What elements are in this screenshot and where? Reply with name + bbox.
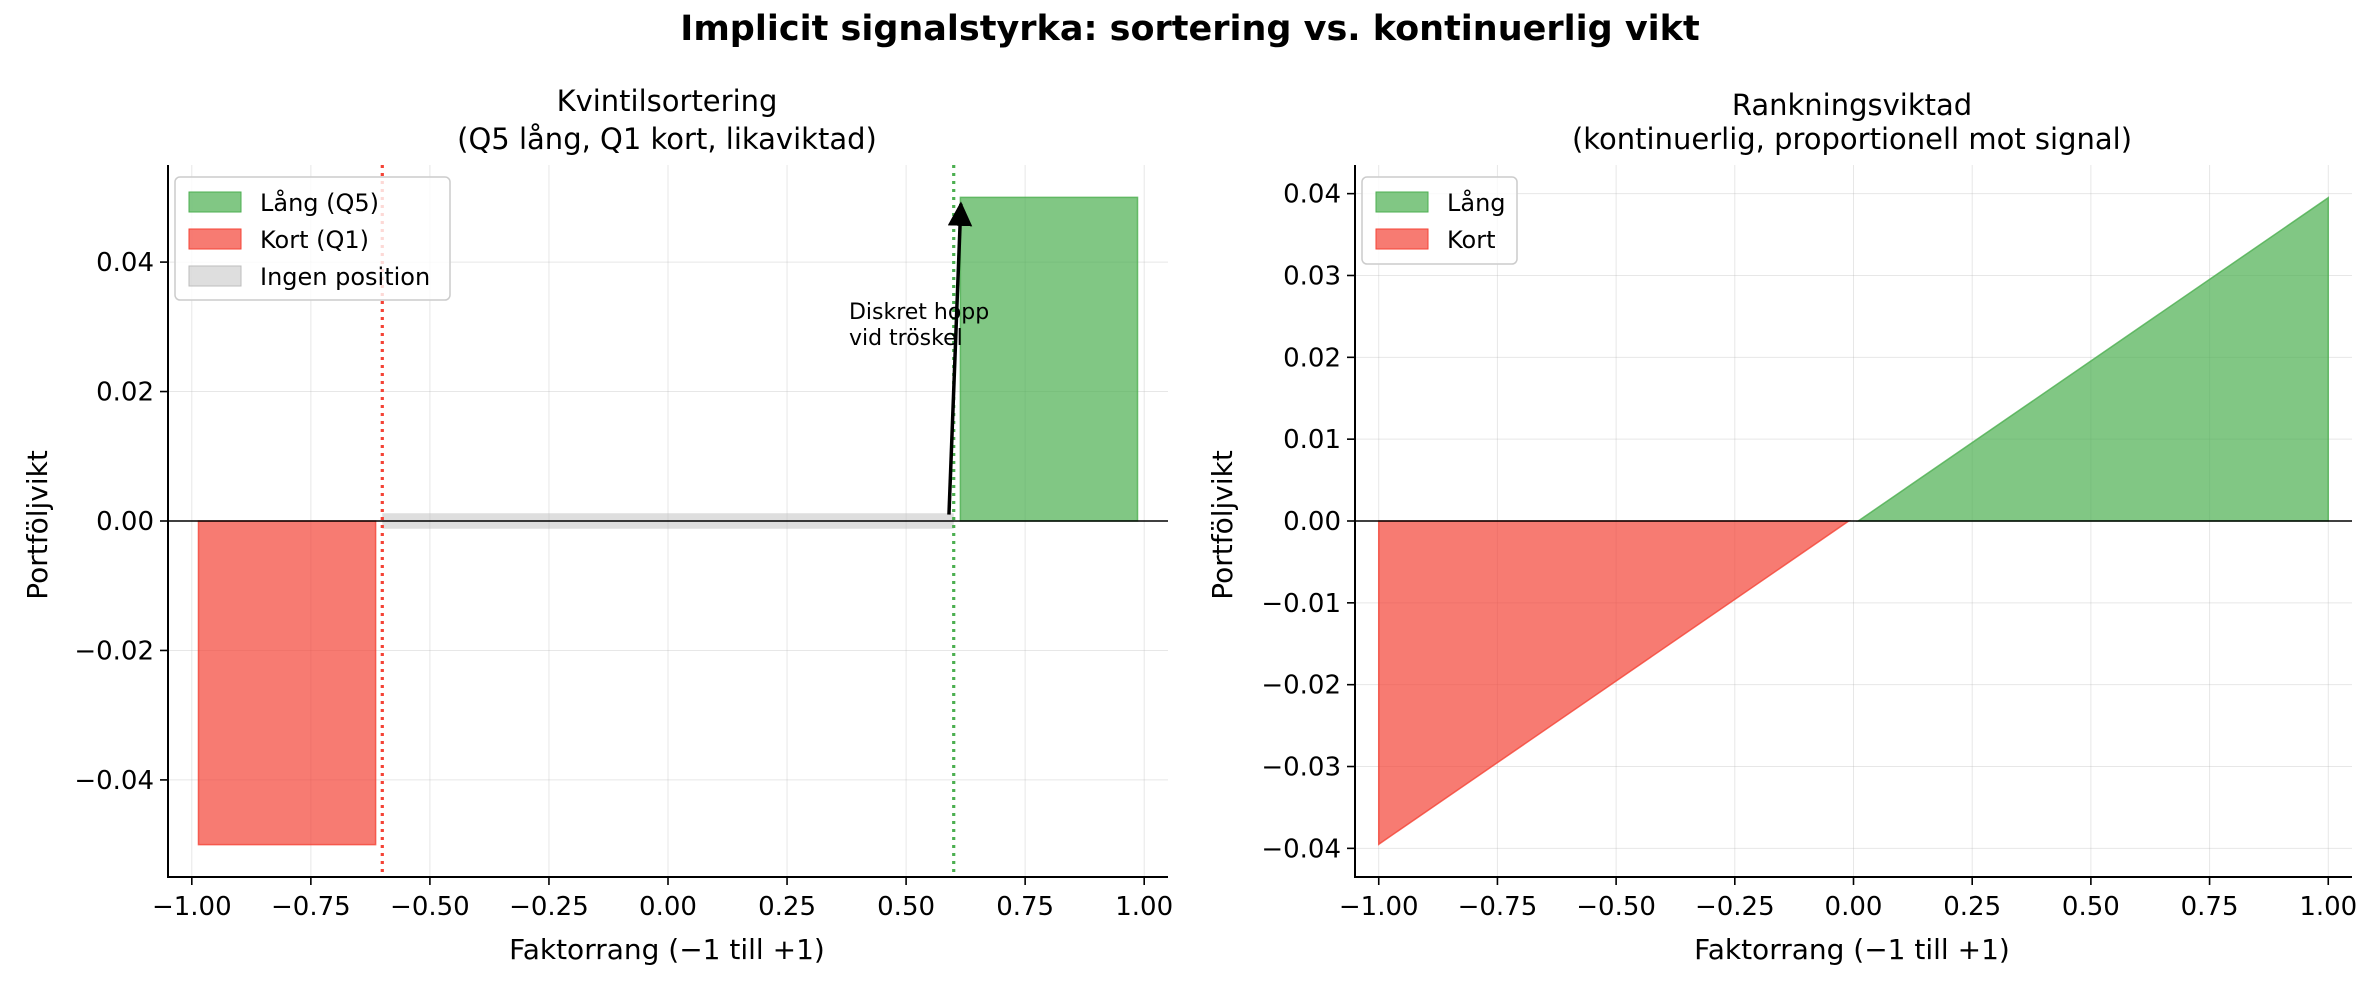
x-axis-label: Faktorrang (−1 till +1) xyxy=(1694,933,2010,966)
x-tick-label: −0.25 xyxy=(509,892,589,922)
x-tick-label: −0.75 xyxy=(1458,892,1538,922)
x-tick-label: 0.00 xyxy=(639,892,697,922)
y-tick-label: −0.03 xyxy=(1261,753,1341,783)
legend-swatch-short xyxy=(188,228,242,250)
bar-short-q1 xyxy=(197,520,377,846)
plot-marks xyxy=(1355,196,2352,846)
x-tick-label: 0.50 xyxy=(2062,892,2120,922)
x-tick-label: 1.00 xyxy=(2299,892,2357,922)
legend-label-long: Lång (Q5) xyxy=(260,188,379,217)
tick-labels: −1.00 −0.75 −0.50 −0.25 0.00 0.25 0.50 0.75 1.00… xyxy=(74,248,1173,922)
y-tick-label: −0.04 xyxy=(1261,834,1341,864)
y-tick-label: 0.04 xyxy=(1283,180,1341,210)
y-tick-label: −0.04 xyxy=(74,766,154,796)
annotation-line1: Diskret hopp xyxy=(849,300,989,325)
x-tick-label: 0.50 xyxy=(877,892,935,922)
legend-swatch-long xyxy=(188,191,242,213)
panel-title-line2: (kontinuerlig, proportionell mot signal) xyxy=(1572,122,2132,156)
x-tick-label: −1.00 xyxy=(152,892,232,922)
legend-label-short: Kort (Q1) xyxy=(260,226,369,254)
x-tick-label: 1.00 xyxy=(1115,892,1173,922)
y-tick-label: −0.02 xyxy=(74,636,154,666)
y-tick-label: −0.01 xyxy=(1261,589,1341,619)
bar-long-q5 xyxy=(959,196,1139,522)
figure-title: Implicit signalstyrka: sortering vs. kon… xyxy=(680,9,1699,49)
x-tick-label: −0.75 xyxy=(271,892,351,922)
y-tick-label: 0.02 xyxy=(1283,343,1341,373)
y-tick-label: 0.00 xyxy=(96,507,154,537)
legend-swatch-long xyxy=(1375,191,1429,213)
x-tick-label: 0.75 xyxy=(2181,892,2239,922)
x-tick-label: 0.00 xyxy=(1825,892,1883,922)
legend-swatch-none xyxy=(188,265,242,287)
rank-weighted-panel: Rankningsviktad (kontinuerlig, proportio… xyxy=(1206,88,2357,966)
x-tick-label: −1.00 xyxy=(1339,892,1419,922)
x-tick-label: 0.25 xyxy=(1943,892,2001,922)
legend-label-none: Ingen position xyxy=(260,263,430,291)
x-tick-label: −0.50 xyxy=(1576,892,1656,922)
tick-labels: −1.00 −0.75 −0.50 −0.25 0.00 0.25 0.50 0.75 1.00… xyxy=(1261,180,2357,922)
area-long xyxy=(1855,196,2330,522)
y-axis-label: Portföljvikt xyxy=(21,450,54,600)
y-tick-label: −0.02 xyxy=(1261,671,1341,701)
panel-title-line1: Kvintilsortering xyxy=(557,84,778,118)
y-tick-label: 0.04 xyxy=(96,248,154,278)
panel-title-line1: Rankningsviktad xyxy=(1732,88,1972,122)
x-tick-label: −0.50 xyxy=(390,892,470,922)
legend-label-short: Kort xyxy=(1447,226,1496,254)
y-tick-label: 0.03 xyxy=(1283,261,1341,291)
y-tick-label: 0.00 xyxy=(1283,507,1341,537)
legend-swatch-short xyxy=(1375,228,1429,250)
x-axis-label: Faktorrang (−1 till +1) xyxy=(509,933,825,966)
x-tick-label: 0.25 xyxy=(758,892,816,922)
y-tick-label: 0.02 xyxy=(96,378,154,408)
quintile-sort-panel: Kvintilsortering (Q5 lång, Q1 kort, lika… xyxy=(21,84,1173,966)
area-short xyxy=(1377,520,1852,846)
legend-label-long: Lång xyxy=(1447,188,1506,217)
legend: Lång Kort xyxy=(1361,176,1518,265)
axes-spines xyxy=(1354,165,2352,878)
axes-spines xyxy=(167,165,1168,878)
annotation-arrow xyxy=(947,201,973,515)
x-tick-label: 0.75 xyxy=(996,892,1054,922)
plot-marks xyxy=(168,165,1168,877)
annotation-line2: vid tröskel xyxy=(849,326,963,351)
legend: Lång (Q5) Kort (Q1) Ingen position xyxy=(174,176,451,301)
y-tick-label: 0.01 xyxy=(1283,425,1341,455)
x-tick-label: −0.25 xyxy=(1695,892,1775,922)
panel-title-line2: (Q5 lång, Q1 kort, likaviktad) xyxy=(457,122,877,156)
legend-frame xyxy=(174,176,451,301)
y-axis-label: Portföljvikt xyxy=(1206,450,1239,600)
